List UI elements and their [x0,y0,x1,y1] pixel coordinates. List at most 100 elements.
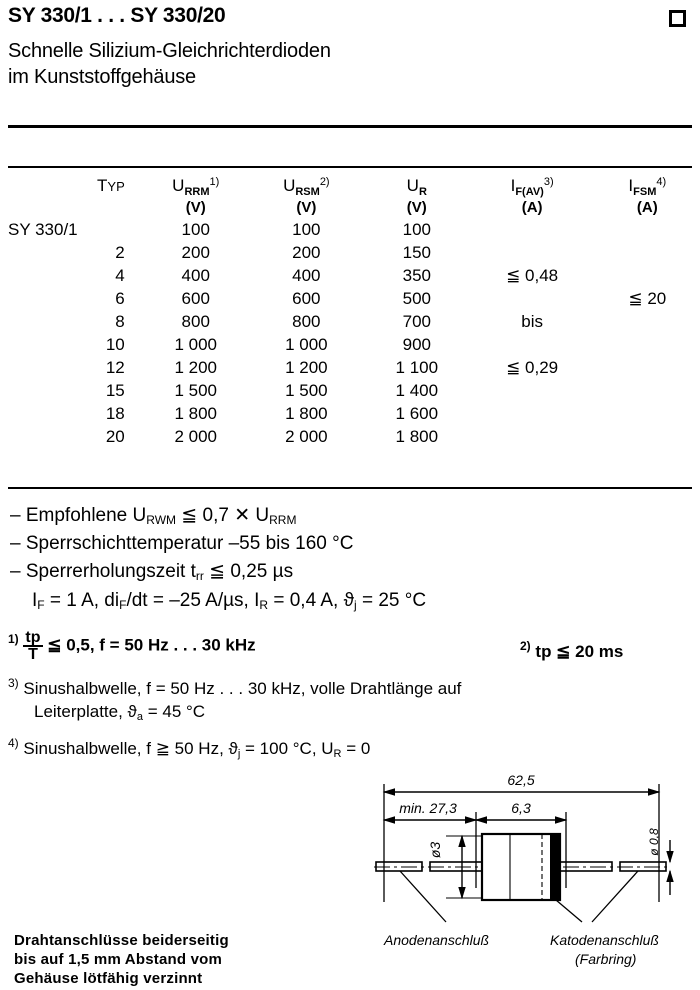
footnote-text: Leiterplatte, ϑ [34,702,137,721]
cell-typ: 4 [115,266,125,285]
table-row: 2 200 200 150 [0,241,700,264]
cell-urrm: 200 [181,243,210,262]
cell-ifsm [595,264,700,287]
footnote-sub: j [237,748,241,760]
cell-ur: 1 400 [395,381,439,400]
cell-urrm: 1 200 [174,358,217,377]
table-row: 10 1 000 1 000 900 [0,333,700,356]
cell-typ: 12 [105,358,125,377]
spec-text: I [32,590,38,611]
cell-ifav [470,287,595,310]
divider-table-header [8,166,692,168]
package-body [480,832,562,902]
cell-ursm: 1 800 [285,404,328,423]
column-header-ifav: IF(AV)3) (A) [510,176,554,216]
cell-typ: 8 [115,312,125,331]
cell-ifsm [595,379,700,402]
lead-finish-note: Drahtanschlüsse beiderseitig bis auf 1,5… [14,932,229,987]
cell-urrm: 800 [181,312,210,331]
dimension-label-wire-diameter: ø 0,8 [647,828,661,856]
square-icon [669,10,686,27]
cell-urrm: 100 [181,220,210,239]
table-row: 20 2 000 2 000 1 800 [0,425,700,448]
cell-ursm: 1 500 [285,381,328,400]
cell-ur: 900 [402,335,431,354]
dimension-label-body-diameter: ø3 [427,842,443,859]
cell-ifsm [595,425,700,448]
dimension-label-lead-min: min. 27,3 [399,800,457,816]
footnote-sub: a [136,711,143,723]
cell-urrm: 400 [181,266,210,285]
footnote-text: = 0 [341,739,371,758]
cell-ifsm [595,218,700,241]
page-title: SY 330/1 . . . SY 330/20 [8,4,226,27]
cell-ur: 150 [402,243,431,262]
table-row: 18 1 800 1 800 1 600 [0,402,700,425]
footnote-marker: 4) [8,736,19,750]
cell-ifav [470,241,595,264]
footnote-text: Sinushalbwelle, f = 50 Hz . . . 30 kHz, … [23,679,462,698]
lead-segment-right-outer [619,861,667,872]
cell-typ: 6 [115,289,125,308]
cell-ursm: 1 000 [285,335,328,354]
cell-ur: 500 [402,289,431,308]
callout-anode: Anodenanschluß [383,932,489,948]
spec-text: ≦ 0,7 ✕ U [176,505,270,526]
spec-sub: RWM [146,513,177,527]
footnote-text: Sinushalbwelle, f ≧ 50 Hz, ϑ [23,739,238,758]
page-subtitle: Schnelle Silizium-Gleichrichterdioden im… [8,38,608,90]
table-row: 6 600 600 500 ≦ 20 [0,287,700,310]
footnote-marker: 1) [8,632,19,647]
footnote-sub: R [333,748,342,760]
lead-segment-left-inner [429,861,483,872]
footnote-text: ≦ 0,5, f = 50 Hz . . . 30 kHz [47,635,256,655]
cell-urrm: 2 000 [174,427,217,446]
lead-segment-left-outer [375,861,423,872]
column-header-ur: UR (V) [406,176,427,216]
cell-typ: 20 [105,427,125,446]
dimension-label-total: 62,5 [507,772,534,788]
spec-text: – Sperrerholungszeit t [10,561,196,582]
cell-ursm: 1 200 [285,358,328,377]
footnote-text-line2: Leiterplatte, ϑa = 45 °C [8,701,692,725]
spec-text: /dt = –25 A/µs, I [126,590,260,611]
cell-ifav: ≦ 0,48 [506,266,559,285]
column-header-ifsm: IFSM4) (A) [628,176,667,216]
cell-ursm: 2 000 [285,427,328,446]
footnote-3: 3) Sinushalbwelle, f = 50 Hz . . . 30 kH… [8,676,692,725]
footnote-marker: 3) [8,676,19,690]
cell-typ: 10 [105,335,125,354]
footnote-text: = 100 °C, U [240,739,334,758]
cell-ifav: ≦ 0,29 [506,358,559,377]
footnote-text: tp ≦ 20 ms [535,642,624,661]
cell-ifav [470,379,595,402]
footnote-text: = 45 °C [142,702,206,721]
subtitle-line-1: Schnelle Silizium-Gleichrichterdioden [8,40,331,62]
cell-ur: 100 [402,220,431,239]
cell-ifav: bis [521,312,543,331]
cell-ur: 1 800 [395,427,439,446]
package-drawing: 62,5 min. 27,3 6,3 ø3 [370,770,695,985]
cell-ursm: 400 [292,266,321,285]
spec-sub: rr [195,569,204,583]
fraction-tp-over-t: tp T [23,630,43,663]
cell-urrm: 600 [181,289,210,308]
column-header-ursm: URSM2) (V) [283,176,330,216]
cell-ifav [470,425,595,448]
table-row: 15 1 500 1 500 1 400 [0,379,700,402]
cell-ur: 1 100 [395,358,439,377]
callout-leader-anode [399,870,447,923]
table-body: SY 330/1 100 100 100 2 200 200 150 4 400… [0,218,700,448]
cell-ifsm [595,402,700,425]
cell-ifsm [595,333,700,356]
spec-text: – Empfohlene U [10,505,147,526]
column-header-urrm: URRM1) (V) [172,176,220,216]
cell-ifsm: ≦ 20 [628,289,667,308]
table-header-row: TYP URRM1) (V) URSM2) (V) UR (V) IF(AV)3… [0,176,700,218]
spec-sub: RRM [269,513,297,527]
cell-ursm: 200 [292,243,321,262]
callout-leader-cathode-a [555,899,583,923]
cell-ursm: 800 [292,312,321,331]
divider-table-bottom [8,487,692,489]
